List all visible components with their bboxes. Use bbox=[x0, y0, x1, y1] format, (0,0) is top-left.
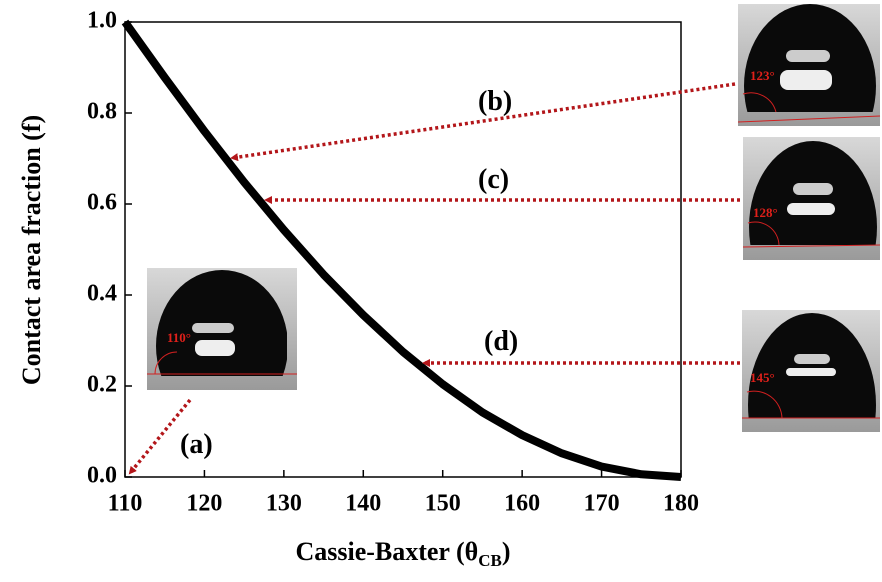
y-tick-label: 0.0 bbox=[87, 463, 117, 489]
arrow bbox=[230, 82, 736, 162]
x-tick-label: 110 bbox=[108, 491, 143, 517]
plot-area: 0.0 0.2 0.4 0.6 0.8 1.0 110 120 130 140 150 160 170 1… bbox=[87, 8, 699, 517]
x-tick-label: 170 bbox=[584, 491, 620, 517]
x-axis-label: Cassie-Baxter (θCB) bbox=[295, 537, 510, 570]
x-axis-label-close: ) bbox=[502, 537, 511, 566]
annotation: (d) bbox=[484, 326, 518, 357]
droplet-image-a: 110° bbox=[147, 268, 297, 390]
y-tick-label: 0.2 bbox=[87, 372, 117, 398]
angle-label: 110° bbox=[167, 330, 191, 345]
y-tick-label: 0.6 bbox=[87, 190, 117, 216]
annotation: (c) bbox=[478, 164, 509, 195]
x-axis-label-sub: CB bbox=[478, 551, 502, 570]
x-tick-label: 140 bbox=[345, 491, 381, 517]
line bbox=[121, 19, 682, 481]
droplet-image-d: 145° bbox=[742, 310, 880, 432]
angle-label: 123° bbox=[750, 68, 775, 83]
y-tick-label: 0.8 bbox=[87, 99, 117, 125]
droplet-image-c: 128° bbox=[742, 137, 881, 260]
droplet-image-b: 123° bbox=[737, 4, 881, 126]
x-tick-label: 130 bbox=[266, 491, 302, 517]
y-axis-label: Contact area fraction (f) bbox=[17, 115, 46, 385]
y-tick-label: 1.0 bbox=[87, 8, 117, 34]
angle-label: 145° bbox=[750, 370, 775, 385]
annotation: (b) bbox=[478, 86, 512, 117]
annotation: (a) bbox=[180, 429, 213, 460]
x-tick-label: 160 bbox=[504, 491, 540, 517]
x-tick-label: 150 bbox=[425, 491, 461, 517]
y-tick-label: 0.4 bbox=[87, 281, 117, 307]
arrow bbox=[128, 398, 192, 475]
x-tick-label: 180 bbox=[663, 491, 699, 517]
angle-label: 128° bbox=[753, 205, 778, 220]
plot-frame bbox=[124, 21, 682, 478]
x-tick-label: 120 bbox=[186, 491, 222, 517]
x-axis-label-main: Cassie-Baxter (θ bbox=[295, 537, 478, 566]
